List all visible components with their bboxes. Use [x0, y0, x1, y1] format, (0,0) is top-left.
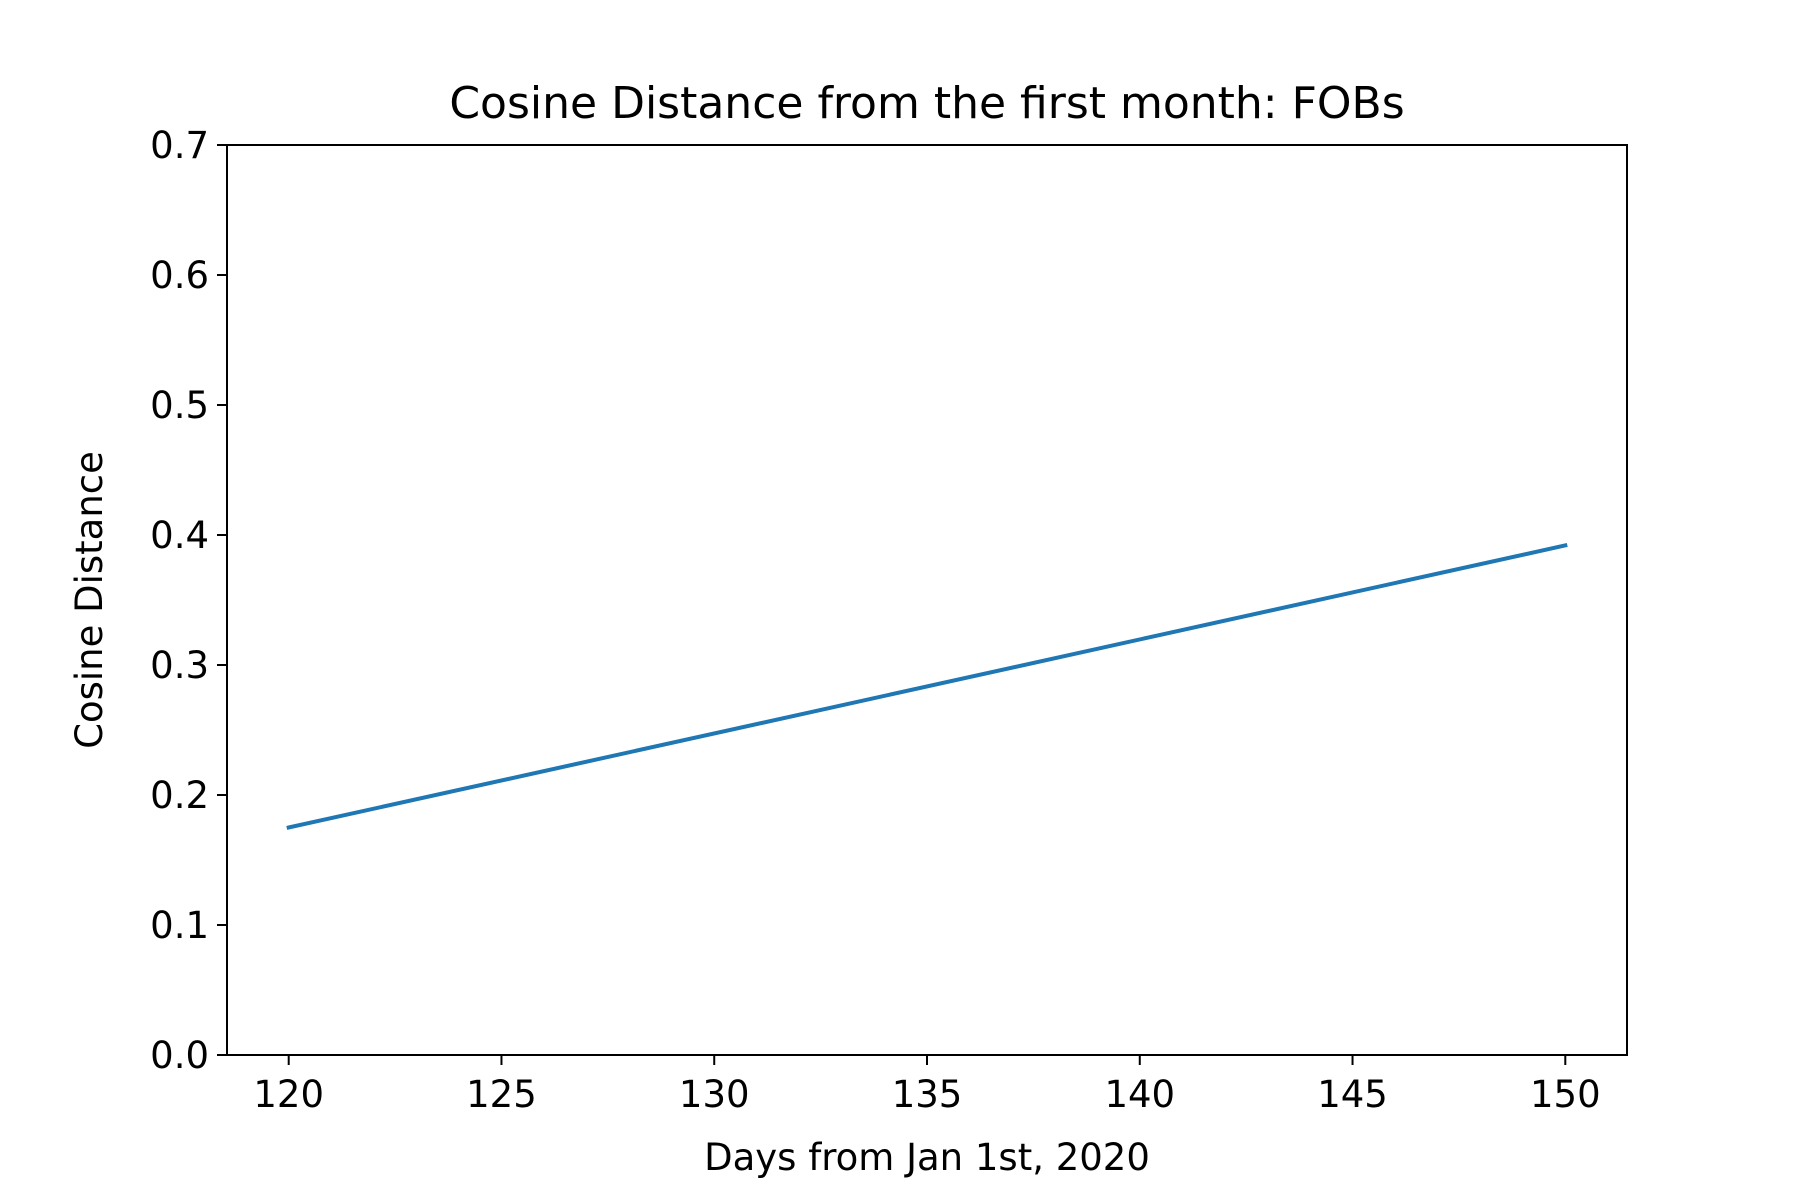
x-tick-label: 145: [1317, 1073, 1388, 1116]
chart-title: Cosine Distance from the first month: FO…: [449, 78, 1404, 129]
y-tick-label: 0.5: [150, 384, 209, 427]
x-tick-label: 135: [892, 1073, 963, 1116]
series-line: [286, 543, 1568, 830]
x-tick-label: 140: [1104, 1073, 1175, 1116]
y-tick-label: 0.4: [150, 514, 209, 557]
y-tick-label: 0.0: [150, 1034, 209, 1077]
x-tick-label: 120: [253, 1073, 324, 1116]
plot-frame: [226, 144, 1628, 1056]
y-tick-label: 0.7: [150, 124, 209, 167]
plot-lines: [286, 543, 1568, 830]
x-tick-label: 130: [679, 1073, 750, 1116]
y-tick-label: 0.6: [150, 254, 209, 297]
y-tick-label: 0.2: [150, 774, 209, 817]
x-axis-ticks: 120 125 130 135 140 145 150: [253, 1055, 1601, 1116]
y-axis-label: Cosine Distance: [68, 451, 111, 749]
y-tick-label: 0.3: [150, 644, 209, 687]
x-tick-label: 150: [1530, 1073, 1601, 1116]
y-axis-ticks: 0.0 0.1 0.2 0.3 0.4 0.5 0.6 0.7: [150, 124, 227, 1077]
x-tick-label: 125: [466, 1073, 537, 1116]
x-axis-label: Days from Jan 1st, 2020: [704, 1136, 1150, 1179]
y-tick-label: 0.1: [150, 904, 209, 947]
